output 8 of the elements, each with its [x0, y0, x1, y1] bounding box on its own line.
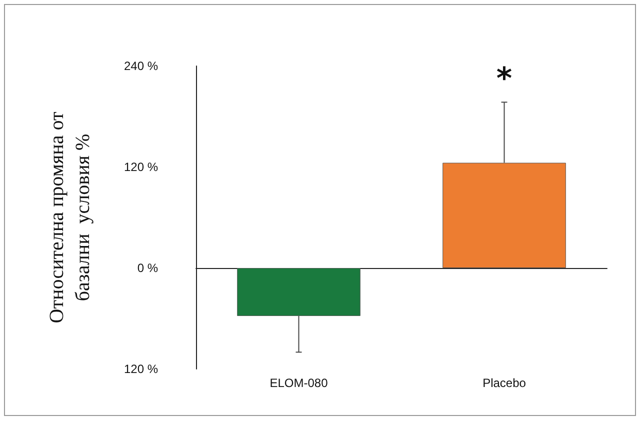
annotation: * — [496, 62, 512, 97]
y-tick-label: 0 % — [137, 261, 158, 275]
y-axis-title: Относителна промяна от базални условия % — [46, 112, 94, 324]
y-tick-label: 120 % — [124, 160, 158, 174]
y-tick-label: 240 % — [124, 59, 158, 73]
x-tick-label: Placebo — [482, 376, 526, 390]
x-tick-label: ELOM-080 — [270, 376, 328, 390]
y-tick-label: 120 % — [124, 362, 158, 376]
